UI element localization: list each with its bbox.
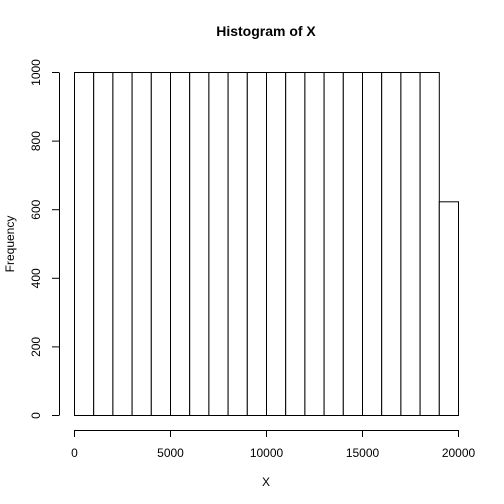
y-tick-label: 200	[29, 337, 43, 357]
y-tick-label: 800	[29, 131, 43, 151]
histogram-bar-17	[381, 72, 402, 416]
x-tick-label: 10000	[250, 446, 284, 460]
x-tick-label: 20000	[442, 446, 476, 460]
histogram-bar-1	[74, 72, 95, 416]
histogram-bar-2	[93, 72, 114, 416]
histogram-bar-4	[131, 72, 152, 416]
histogram-bar-20	[438, 201, 459, 416]
y-tick-label: 1000	[29, 59, 43, 86]
histogram-bar-11	[266, 72, 287, 416]
histogram-bar-16	[362, 72, 383, 416]
y-tick-label: 400	[29, 268, 43, 288]
y-tick-label: 600	[29, 199, 43, 219]
y-tick-label: 0	[29, 412, 43, 419]
histogram-bar-15	[342, 72, 363, 416]
chart-title: Histogram of X	[216, 23, 316, 39]
histogram-bar-5	[150, 72, 172, 416]
histogram-bar-8	[208, 72, 229, 416]
histogram-bar-3	[112, 72, 133, 416]
histogram-bar-6	[170, 72, 191, 416]
histogram-bar-14	[323, 72, 344, 416]
histogram-bar-9	[227, 72, 248, 416]
x-axis-label: X	[262, 475, 270, 489]
x-tick-label: 0	[71, 446, 78, 460]
histogram-bar-7	[189, 72, 210, 416]
bars-group	[74, 72, 459, 416]
x-tick-label: 5000	[157, 446, 184, 460]
y-axis-label: Frequency	[3, 216, 17, 273]
histogram-bar-12	[285, 72, 306, 416]
x-axis: 0 5000 10000 15000 20000	[71, 430, 476, 460]
histogram-bar-18	[400, 72, 421, 416]
histogram-bar-10	[246, 72, 268, 416]
x-tick-label: 15000	[346, 446, 380, 460]
y-axis: 0 200 400 600 800 1000	[29, 59, 60, 419]
histogram-bar-19	[419, 72, 440, 416]
histogram-bar-13	[304, 72, 325, 416]
